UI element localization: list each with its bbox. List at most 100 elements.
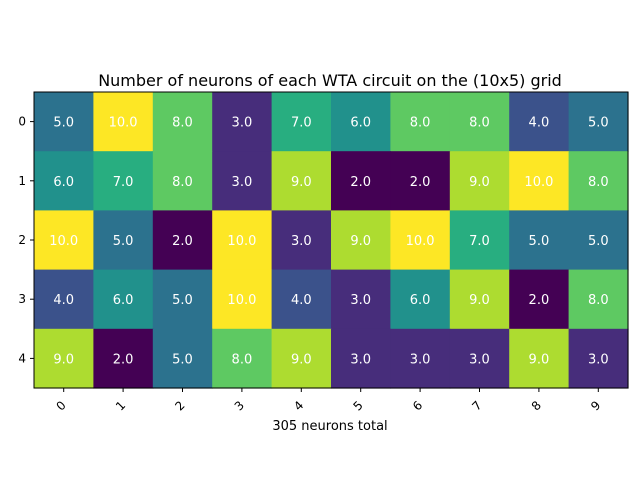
heatmap-cells	[34, 92, 629, 389]
heatmap-cell	[271, 269, 332, 330]
heatmap-cell	[449, 92, 510, 152]
cell-value-label: 2.0	[172, 234, 193, 249]
cell-value-label: 2.0	[410, 175, 431, 190]
cell-value-label: 2.0	[350, 175, 371, 190]
heatmap-cell	[212, 328, 273, 389]
heatmap-cell	[390, 328, 451, 389]
cell-value-label: 4.0	[53, 293, 74, 308]
y-tick-label: 1	[18, 174, 26, 188]
cell-value-label: 3.0	[232, 175, 253, 190]
y-axis-ticks: 0 1 2 3 4	[18, 115, 34, 365]
heatmap-cell	[390, 210, 451, 271]
cell-value-label: 9.0	[350, 234, 371, 249]
heatmap-cell	[93, 328, 154, 389]
heatmap-cell	[212, 92, 273, 152]
cell-value-label: 5.0	[588, 234, 609, 249]
cell-value-label: 3.0	[350, 352, 371, 367]
heatmap-cell	[449, 269, 510, 330]
heatmap-cell	[34, 151, 94, 211]
cell-value-label: 3.0	[469, 352, 490, 367]
heatmap-cell	[93, 210, 154, 271]
cell-value-label: 10.0	[524, 175, 553, 190]
heatmap-cell	[568, 210, 629, 271]
cell-value-label: 10.0	[109, 116, 138, 131]
heatmap-cell	[568, 328, 629, 389]
cell-value-label: 8.0	[172, 175, 193, 190]
heatmap-cell	[271, 151, 332, 211]
y-tick-label: 2	[18, 233, 26, 247]
heatmap-cell	[93, 92, 154, 152]
x-tick-label: 0	[54, 398, 69, 413]
x-tick-label: 3	[232, 398, 247, 413]
heatmap-cell	[331, 151, 391, 211]
heatmap-cell	[271, 328, 332, 389]
cell-value-label: 9.0	[529, 352, 550, 367]
heatmap-cell	[568, 151, 629, 211]
cell-value-label: 5.0	[53, 116, 74, 131]
cell-value-label: 4.0	[529, 116, 550, 131]
cell-value-label: 9.0	[53, 352, 74, 367]
heatmap-cell	[390, 92, 451, 152]
x-tick-label: 6	[410, 398, 425, 413]
heatmap-cell	[509, 210, 570, 271]
cell-value-label: 6.0	[113, 293, 134, 308]
x-tick-label: 7	[469, 398, 484, 413]
y-tick-label: 3	[18, 292, 26, 306]
cell-value-label: 5.0	[588, 116, 609, 131]
cell-value-label: 10.0	[227, 293, 256, 308]
heatmap-cell	[509, 269, 570, 330]
cell-value-label: 10.0	[406, 234, 435, 249]
heatmap-cell	[271, 210, 332, 271]
cell-value-label: 2.0	[113, 352, 134, 367]
cell-value-label: 2.0	[529, 293, 550, 308]
heatmap-cell	[34, 328, 94, 389]
cell-value-label: 6.0	[410, 293, 431, 308]
cell-value-label: 7.0	[113, 175, 134, 190]
cell-value-label: 10.0	[49, 234, 78, 249]
cell-value-label: 3.0	[291, 234, 312, 249]
cell-value-label: 8.0	[410, 116, 431, 131]
cell-value-label: 5.0	[113, 234, 134, 249]
y-tick-label: 4	[18, 351, 26, 365]
heatmap-cell	[34, 269, 94, 330]
cell-value-label: 3.0	[350, 293, 371, 308]
cell-value-label: 3.0	[232, 116, 253, 131]
cell-value-label: 9.0	[291, 175, 312, 190]
x-tick-label: 2	[172, 398, 187, 413]
heatmap-cell	[152, 269, 213, 330]
heatmap-cell	[34, 210, 94, 271]
heatmap-cell	[212, 269, 273, 330]
heatmap-cell	[331, 269, 391, 330]
heatmap-cell	[152, 92, 213, 152]
cell-value-label: 5.0	[172, 293, 193, 308]
cell-value-label: 7.0	[469, 234, 490, 249]
x-axis-label: 305 neurons total	[272, 419, 387, 434]
heatmap-cell	[93, 151, 154, 211]
heatmap-cell	[152, 210, 213, 271]
heatmap-cell	[331, 328, 391, 389]
cell-value-label: 3.0	[410, 352, 431, 367]
heatmap-cell	[34, 92, 94, 152]
heatmap-cell	[568, 269, 629, 330]
heatmap-cell	[509, 328, 570, 389]
x-axis-ticks: 0 1 2 3 4 5 6 7 8 9	[54, 388, 603, 414]
cell-value-label: 5.0	[172, 352, 193, 367]
cell-value-label: 9.0	[469, 293, 490, 308]
cell-labels: 5.0 10.0 8.0 3.0 7.0 6.0 8.0 8.0 4.0 5.0 6.0 7.0 8.0…	[49, 116, 608, 368]
heatmap-cell	[509, 92, 570, 152]
x-tick-label: 5	[351, 398, 366, 413]
heatmap-cell	[390, 151, 451, 211]
cell-value-label: 8.0	[588, 175, 609, 190]
cell-value-label: 4.0	[291, 293, 312, 308]
cell-value-label: 6.0	[53, 175, 74, 190]
heatmap-cell	[212, 151, 273, 211]
heatmap-cell	[449, 151, 510, 211]
heatmap-cell	[331, 92, 391, 152]
heatmap-cell	[93, 269, 154, 330]
heatmap-cell	[212, 210, 273, 271]
heatmap-cell	[449, 328, 510, 389]
heatmap-cell	[152, 151, 213, 211]
cell-value-label: 8.0	[172, 116, 193, 131]
heatmap-cell	[568, 92, 629, 152]
